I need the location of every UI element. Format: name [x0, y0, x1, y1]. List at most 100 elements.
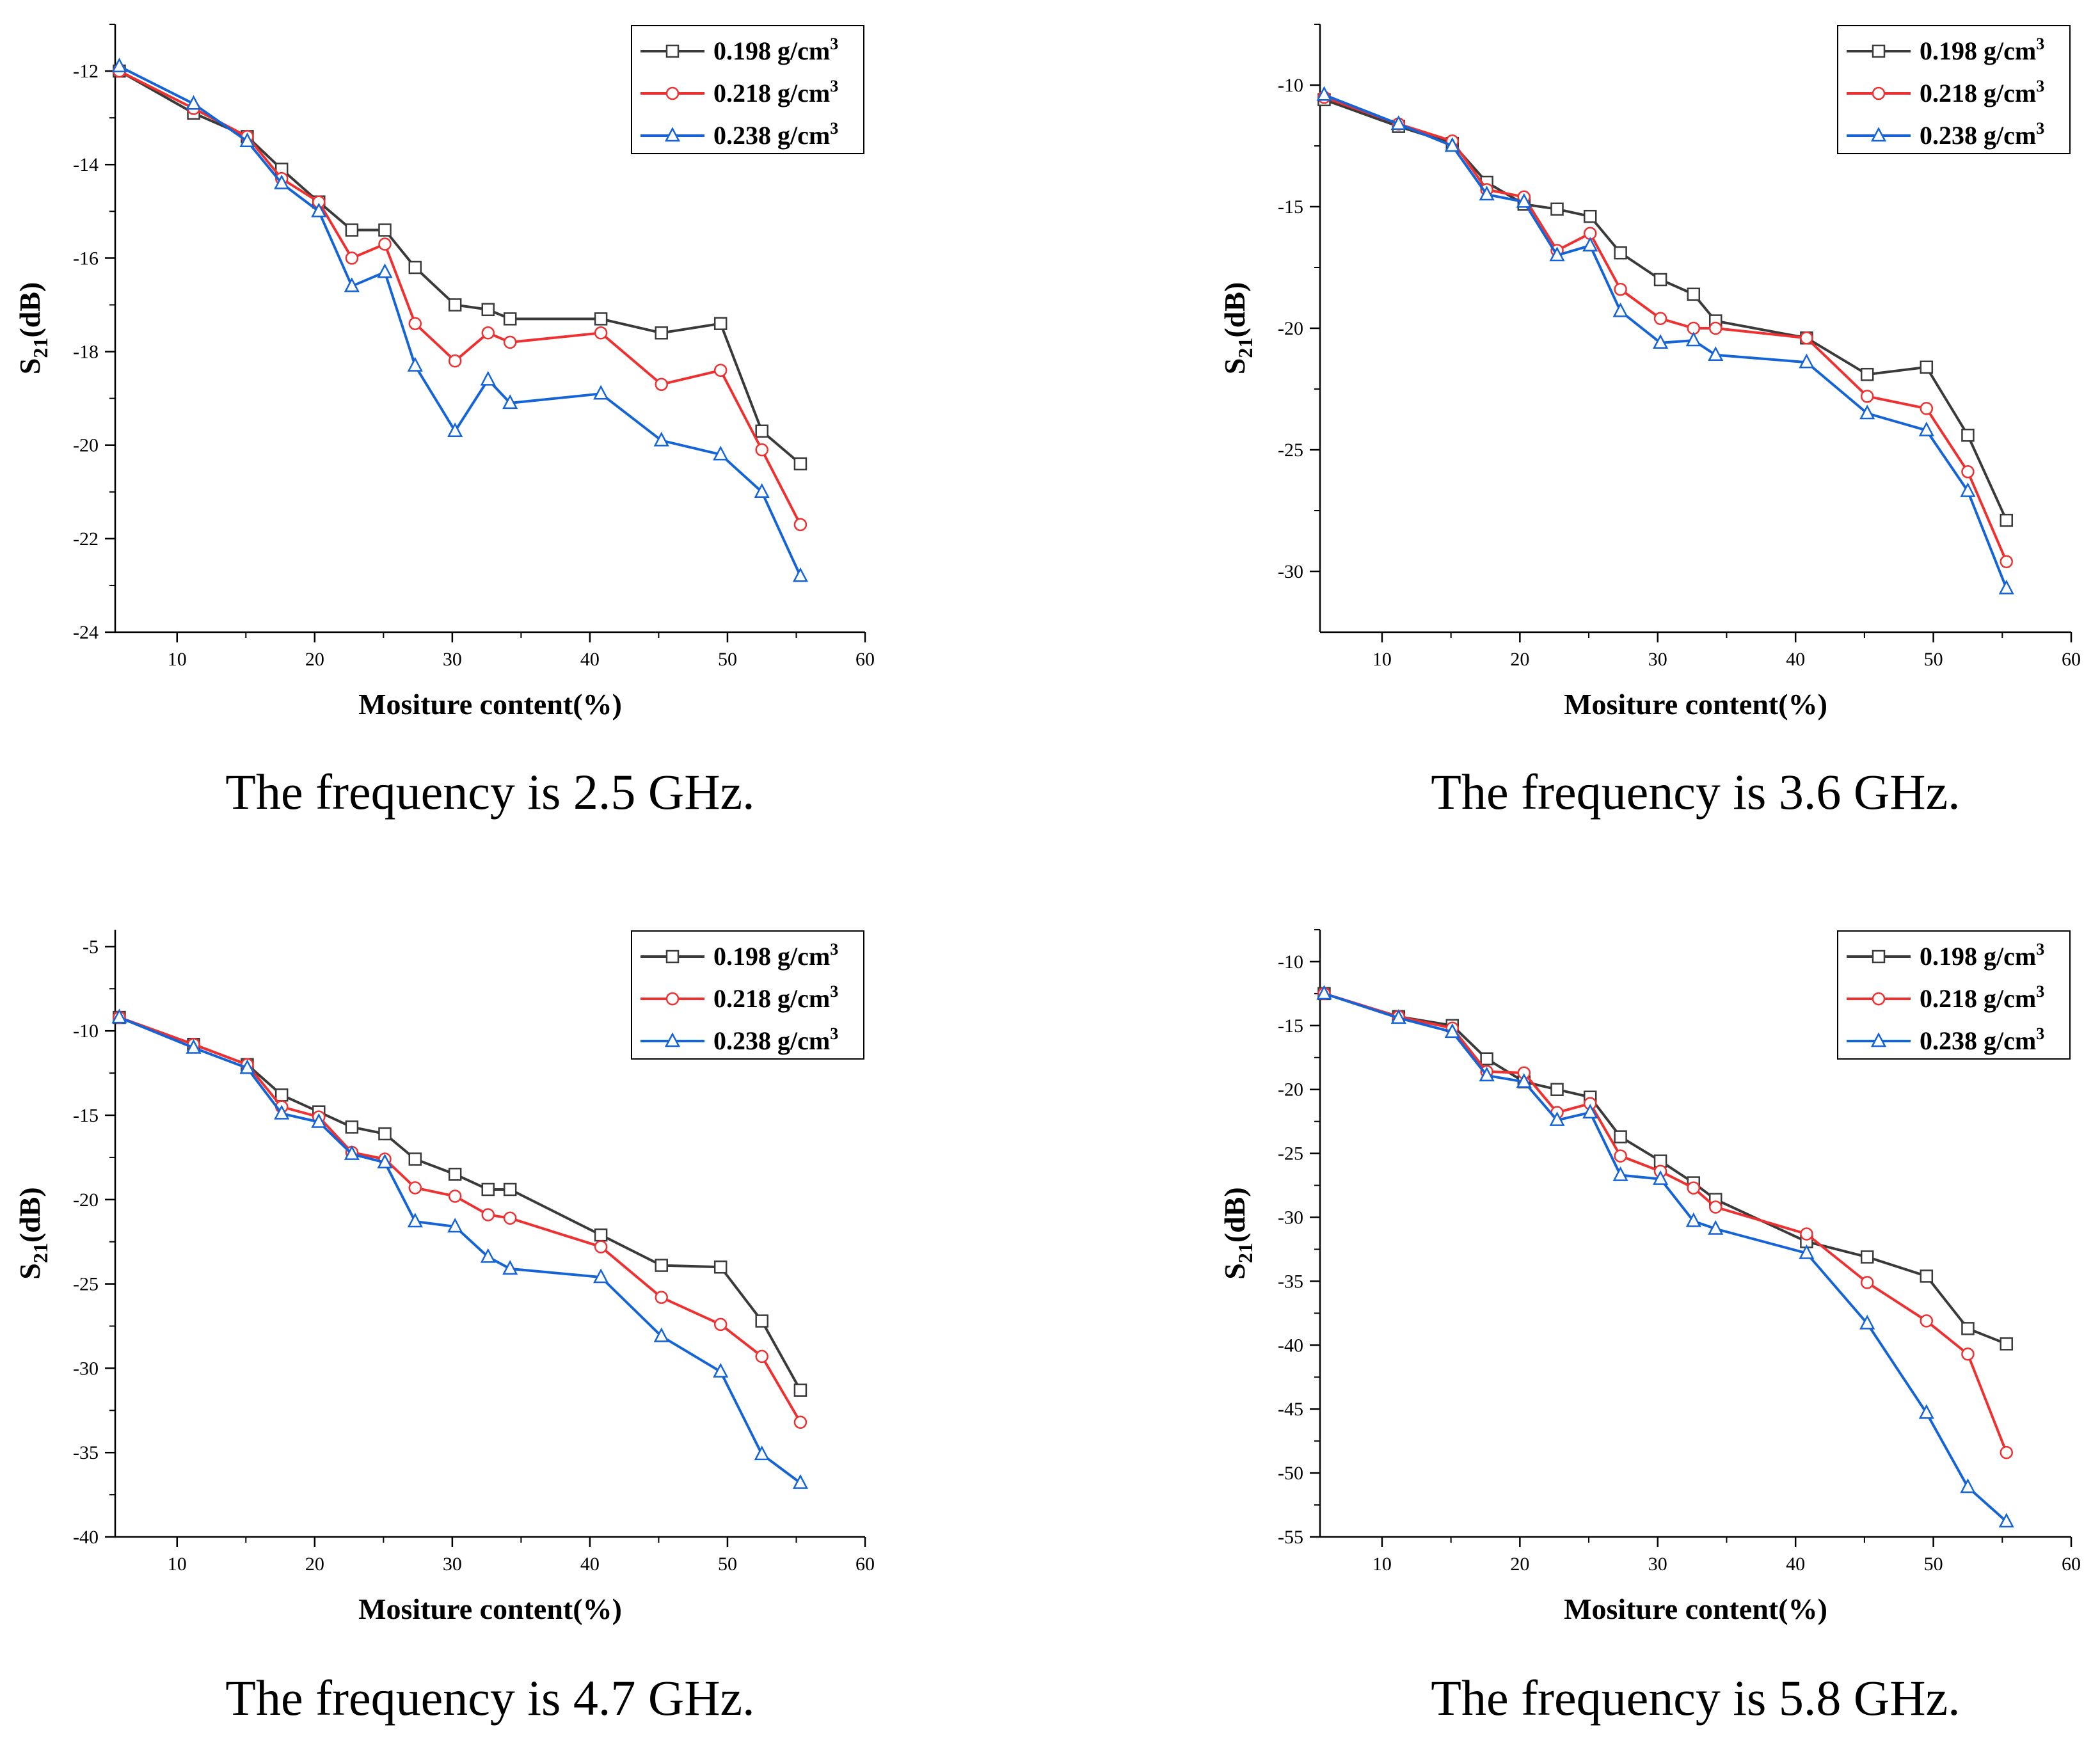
x-tick-label: 10 [1372, 1554, 1392, 1575]
data-point [274, 174, 290, 189]
data-point [1918, 421, 1934, 436]
data-point [792, 1474, 808, 1489]
data-point [447, 422, 463, 438]
series-3 [1316, 86, 2014, 594]
x-tick-label: 10 [168, 1554, 187, 1575]
data-point [793, 1415, 807, 1429]
x-axis-label: Mositure content(%) [358, 688, 622, 720]
data-point [1708, 321, 1722, 335]
data-point [502, 394, 518, 410]
data-point [653, 431, 669, 447]
data-point [378, 223, 392, 237]
x-tick-label: 30 [443, 1554, 462, 1575]
data-point [1652, 1170, 1669, 1185]
y-tick-label: -10 [1278, 951, 1303, 973]
data-point [1920, 360, 1934, 374]
y-tick-label: -30 [1278, 561, 1303, 582]
data-point [1390, 115, 1406, 131]
data-point [1800, 1227, 1813, 1241]
data-point [594, 326, 608, 340]
legend-label: 0.238 g/cm3 [713, 1024, 838, 1055]
data-point [502, 1260, 518, 1275]
data-point [793, 518, 807, 532]
y-axis-label: S21(dB) [1218, 282, 1257, 375]
data-point [1614, 1149, 1627, 1163]
series-3 [111, 58, 808, 582]
data-point [448, 298, 462, 312]
x-tick-label: 40 [1786, 1554, 1805, 1575]
data-point [713, 363, 728, 378]
panel-caption: The frequency is 4.7 GHz. [225, 1670, 754, 1726]
y-tick-label: -55 [1278, 1527, 1303, 1548]
legend: 0.198 g/cm3 0.218 g/cm3 0.238 g/cm3 [631, 25, 864, 154]
y-tick-label: -18 [73, 342, 99, 363]
data-point [1960, 1478, 1976, 1493]
legend-marker [664, 1032, 681, 1047]
y-tick-label: -35 [1278, 1271, 1303, 1292]
data-point [1799, 1244, 1815, 1259]
x-tick-label: 20 [1510, 649, 1529, 670]
data-point [1860, 1276, 1874, 1289]
series-2 [113, 1010, 807, 1429]
data-point [1860, 367, 1874, 381]
data-point [2000, 555, 2014, 569]
data-point [755, 443, 768, 457]
data-point [755, 1314, 768, 1328]
data-point [448, 354, 462, 368]
data-point [448, 1189, 462, 1203]
y-tick-label: -25 [73, 1274, 99, 1295]
data-point [1859, 404, 1875, 420]
legend-label: 0.198 g/cm3 [1920, 940, 2044, 971]
data-point [1614, 282, 1627, 296]
data-point [1961, 1322, 1975, 1335]
x-tick-label: 60 [2062, 1554, 2081, 1575]
x-tick-label: 40 [580, 1554, 600, 1575]
series-1 [113, 64, 807, 471]
y-tick-label: -14 [73, 154, 99, 175]
data-point [503, 335, 517, 349]
data-point [408, 1181, 422, 1195]
data-point [1998, 1513, 2014, 1528]
data-point [1614, 1130, 1627, 1143]
data-point [503, 1182, 517, 1197]
data-point [503, 1211, 517, 1225]
y-tick-label: -40 [1278, 1335, 1303, 1356]
y-tick-label: -20 [1278, 318, 1303, 339]
legend-label: 0.198 g/cm3 [1920, 35, 2044, 65]
data-point [407, 1213, 423, 1228]
data-point [713, 1260, 728, 1274]
series-line [118, 1016, 802, 1423]
legend-marker [665, 992, 680, 1006]
data-point [1479, 186, 1495, 201]
data-point [793, 1383, 807, 1397]
x-tick-label: 20 [305, 649, 324, 670]
legend-marker [664, 127, 681, 142]
x-tick-label: 20 [1510, 1554, 1529, 1575]
series-3 [111, 1008, 808, 1489]
data-point [594, 312, 608, 326]
y-tick-label: -5 [83, 936, 99, 957]
y-tick-label: -30 [73, 1358, 99, 1379]
data-point [1516, 193, 1532, 208]
data-point [1390, 1009, 1406, 1024]
data-point [1860, 390, 1874, 403]
series-line [1323, 96, 2008, 562]
series-line [118, 1016, 802, 1391]
y-tick-label: -15 [1278, 196, 1303, 218]
data-point [755, 424, 768, 438]
data-point [1920, 402, 1934, 415]
legend-label: 0.218 g/cm3 [1920, 77, 2044, 107]
data-point [1583, 209, 1597, 223]
series-1 [113, 1010, 807, 1397]
y-axis-label: S21(dB) [1218, 1187, 1257, 1280]
y-tick-label: -24 [73, 622, 99, 643]
data-point [793, 457, 807, 471]
data-point [311, 1113, 327, 1128]
y-tick-label: -25 [1278, 440, 1303, 461]
x-tick-label: 30 [1648, 1554, 1667, 1575]
data-point [653, 1327, 669, 1342]
data-point [1687, 1181, 1701, 1195]
data-point [111, 58, 127, 73]
y-tick-label: -15 [73, 1105, 99, 1126]
legend-label: 0.198 g/cm3 [713, 35, 838, 65]
